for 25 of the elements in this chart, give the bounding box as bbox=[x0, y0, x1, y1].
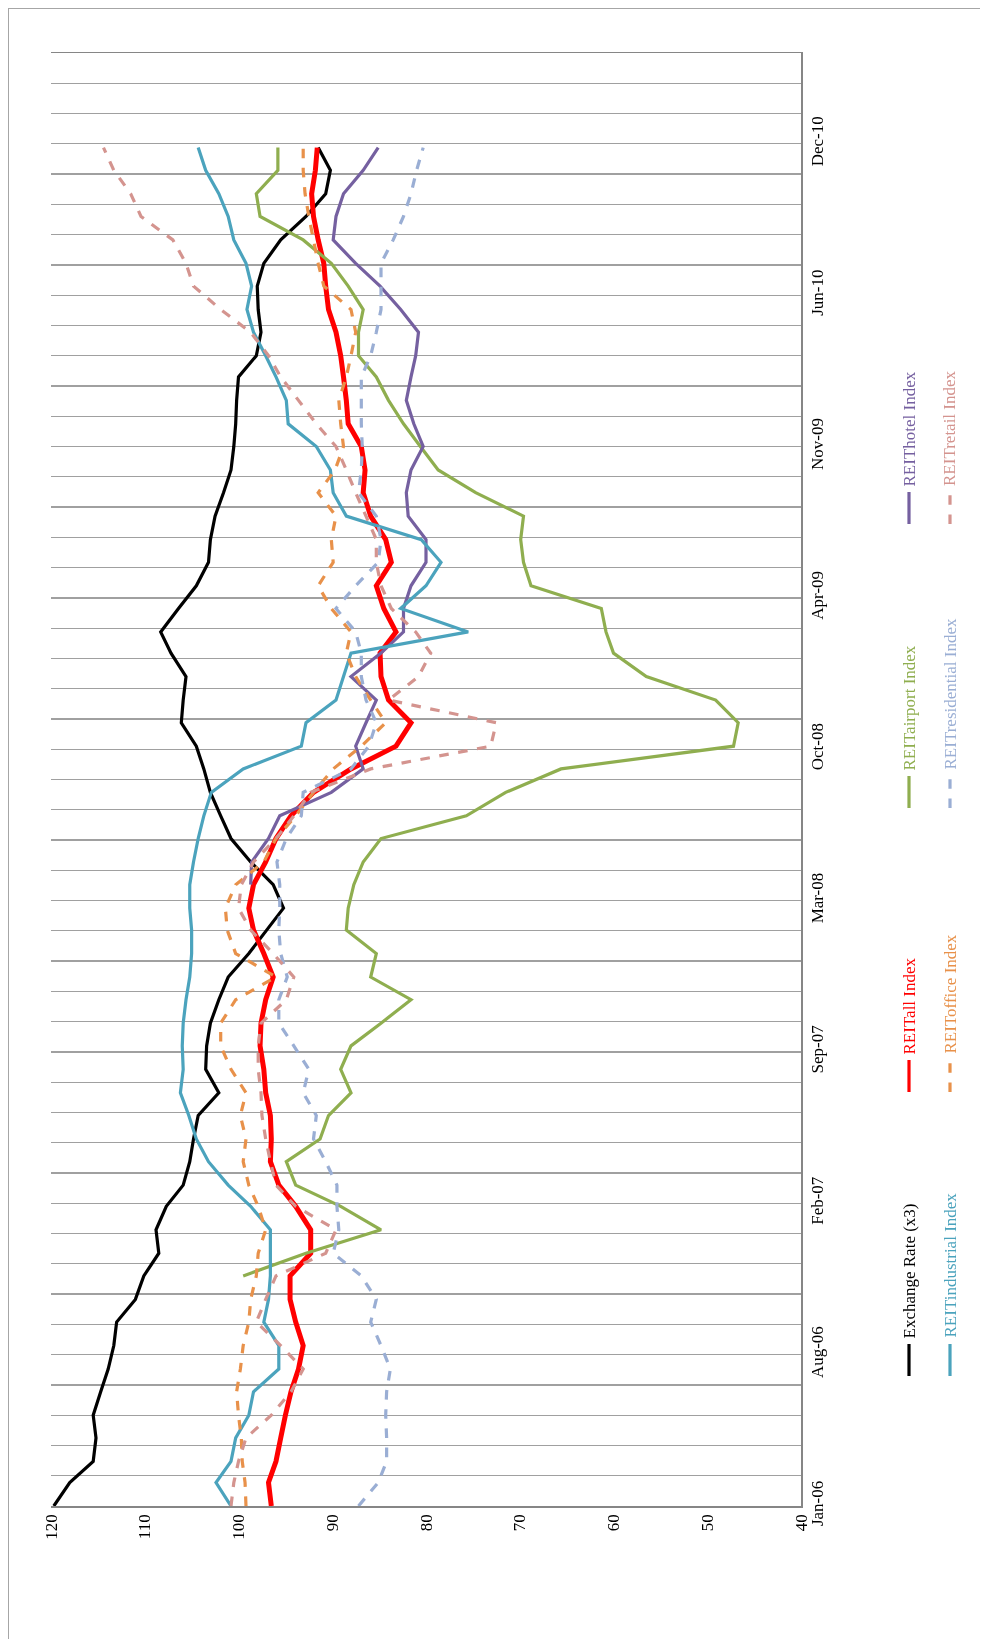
x-tick-label: 100 bbox=[229, 1514, 249, 1540]
y-tick-label: Sep-07 bbox=[807, 1024, 827, 1074]
text: REITall Index bbox=[899, 957, 919, 1055]
x-tick-label: 90 bbox=[322, 1514, 342, 1532]
x-tick-label: 110 bbox=[135, 1514, 155, 1540]
y-tick-label: Oct-08 bbox=[807, 723, 827, 771]
text: REITresidential Index bbox=[940, 618, 960, 770]
text: REITairport Index bbox=[899, 645, 919, 771]
y-tick-label: Feb-07 bbox=[807, 1176, 827, 1225]
text: REIThotel Index bbox=[899, 371, 919, 487]
y-tick-label: Aug-06 bbox=[807, 1326, 827, 1379]
y-tick-label: Dec-10 bbox=[807, 116, 827, 167]
y-tick-label: Apr-09 bbox=[807, 570, 827, 620]
x-tick-label: 60 bbox=[604, 1514, 624, 1532]
text: Exchange Rate (x3) bbox=[899, 1203, 919, 1339]
x-tick-label: 70 bbox=[510, 1514, 530, 1532]
y-tick-label: Nov-09 bbox=[807, 417, 827, 470]
y-tick-label: Jun-10 bbox=[807, 269, 827, 316]
x-tick-label: 80 bbox=[416, 1514, 436, 1532]
x-tick-label: 50 bbox=[697, 1514, 717, 1532]
text: REITindustrial Index bbox=[940, 1192, 960, 1338]
text: REIToffice Index bbox=[940, 934, 960, 1054]
x-tick-label: 120 bbox=[41, 1514, 61, 1540]
y-tick-label: Mar-08 bbox=[807, 872, 827, 924]
text: REITretail Index bbox=[940, 370, 959, 486]
